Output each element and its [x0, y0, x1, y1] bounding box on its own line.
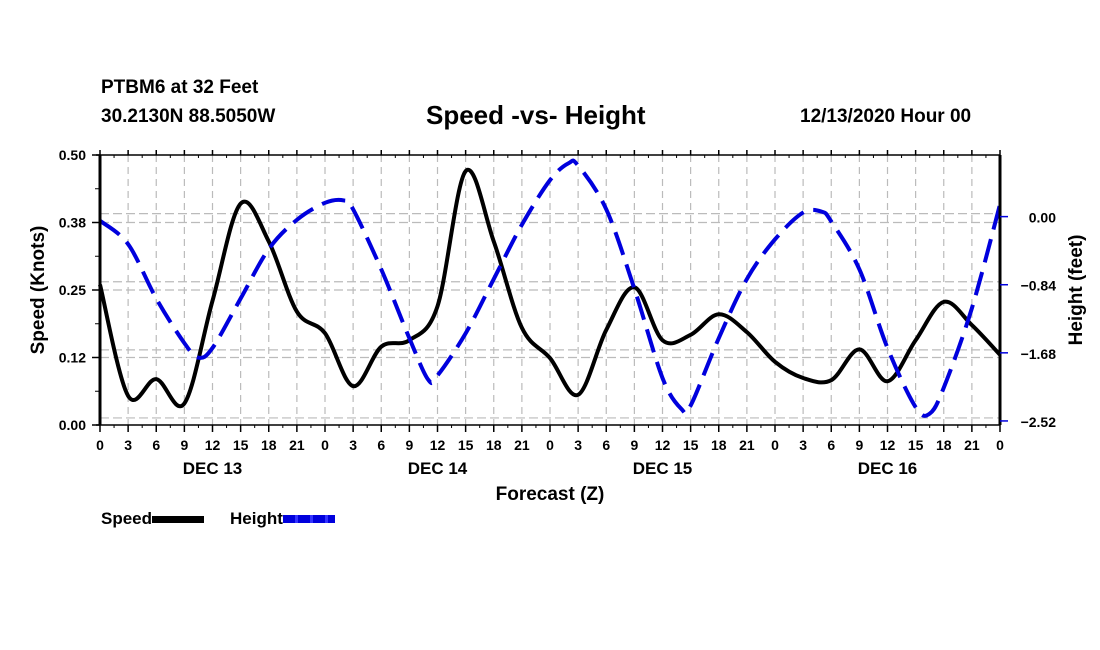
x-tick-label: 18: [936, 437, 952, 453]
day-label: DEC 15: [633, 459, 693, 478]
series-group: [98, 158, 1002, 418]
y-tick-label: 0.12: [59, 350, 86, 366]
x-tick-label: 0: [321, 437, 329, 453]
y2-tick-label: 0.00: [1029, 210, 1056, 226]
x-tick-label: 12: [655, 437, 671, 453]
x-tick-label: 6: [602, 437, 610, 453]
x-tick-label: 0: [546, 437, 554, 453]
y2-tick-label: −2.52: [1021, 414, 1057, 430]
y-tick-label: 0.38: [59, 215, 86, 231]
x-tick-label: 3: [124, 437, 132, 453]
x-tick-label: 12: [430, 437, 446, 453]
series-line-speed: [98, 167, 1002, 409]
x-tick-label: 6: [827, 437, 835, 453]
x-tick-label: 6: [152, 437, 160, 453]
station-label: PTBM6 at 32 Feet: [101, 77, 259, 98]
legend-height: Height: [230, 509, 335, 529]
grid-lines: [100, 155, 1000, 425]
y-tick-label: 0.50: [59, 147, 86, 163]
y2-tick-label: −0.84: [1021, 278, 1057, 294]
x-tick-label: 0: [771, 437, 779, 453]
x-tick-label: 21: [964, 437, 980, 453]
legend-speed: Speed: [101, 509, 205, 529]
legend-speed-label: Speed: [101, 509, 153, 528]
x-tick-label: 12: [880, 437, 896, 453]
x-tick-label: 21: [739, 437, 755, 453]
x-tick-label: 9: [630, 437, 638, 453]
x-tick-label: 15: [683, 437, 699, 453]
x-tick-label: 18: [261, 437, 277, 453]
y-tick-label: 0.00: [59, 417, 86, 433]
x-tick-label: 9: [855, 437, 863, 453]
x-tick-label: 9: [405, 437, 413, 453]
x-tick-label: 3: [799, 437, 807, 453]
day-label: DEC 16: [858, 459, 918, 478]
x-tick-label: 6: [377, 437, 385, 453]
legend-height-swatch: [282, 515, 335, 523]
day-label: DEC 13: [183, 459, 243, 478]
legend-speed-swatch: [152, 515, 205, 523]
x-tick-label: 12: [205, 437, 221, 453]
x-tick-label: 18: [711, 437, 727, 453]
y2-axis-label: Height (feet): [1066, 235, 1087, 346]
x-tick-label: 15: [908, 437, 924, 453]
ticks: 0 3 6 9 12 15 18 21 0 3 6 9 12 15 18 21 0 3 6 9 12 15 18 21 0 3 6 9…: [59, 147, 1056, 478]
coordinates-label: 30.2130N 88.5050W: [101, 106, 276, 127]
x-tick-label: 0: [996, 437, 1004, 453]
y2-tick-label: −1.68: [1021, 346, 1057, 362]
chart-title: Speed -vs- Height: [426, 100, 646, 130]
series-line-height: [98, 158, 1002, 418]
x-tick-label: 15: [458, 437, 474, 453]
day-label: DEC 14: [408, 459, 468, 478]
y-tick-label: 0.25: [59, 282, 86, 298]
x-tick-label: 21: [289, 437, 305, 453]
x-tick-label: 0: [96, 437, 104, 453]
x-tick-label: 15: [233, 437, 249, 453]
x-tick-label: 9: [180, 437, 188, 453]
x-tick-label: 3: [349, 437, 357, 453]
x-tick-label: 21: [514, 437, 530, 453]
legend-height-label: Height: [230, 509, 283, 528]
axes: [96, 154, 1002, 426]
x-axis-label: Forecast (Z): [496, 484, 605, 505]
run-time-label: 12/13/2020 Hour 00: [800, 106, 972, 127]
x-tick-label: 18: [486, 437, 502, 453]
x-tick-label: 3: [574, 437, 582, 453]
y-axis-label: Speed (Knots): [28, 226, 49, 355]
